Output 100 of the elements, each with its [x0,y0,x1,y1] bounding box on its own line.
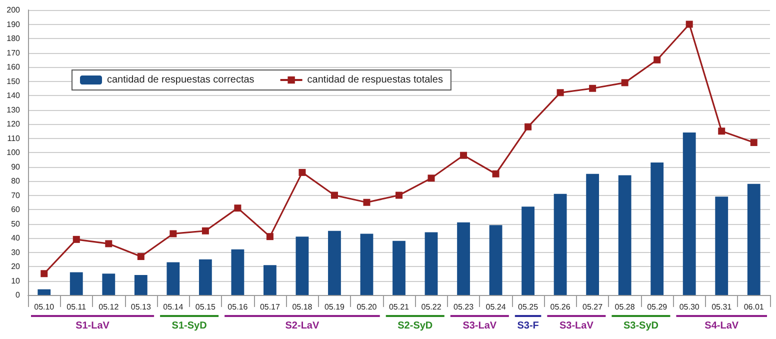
y-tick-label: 80 [11,176,21,186]
y-tick-label: 120 [6,120,21,128]
legend-label: cantidad de respuestas correctas [107,74,254,86]
x-tick-label: 05.16 [228,302,248,312]
x-tick-label: 05.29 [647,302,668,312]
point [266,233,274,240]
bar [457,222,470,295]
x-tick-label: 05.27 [582,302,604,312]
x-tick-label: 05.28 [614,302,636,312]
point [170,230,177,238]
bar [392,240,406,295]
point [750,139,758,146]
bar [296,236,309,295]
point [654,56,661,64]
x-tick-label: 05.30 [679,302,700,312]
bar [522,206,534,295]
point [40,270,48,278]
bar [231,249,244,295]
y-tick-label: 150 [6,76,21,86]
x-tick-label: 05.25 [518,302,539,312]
text: S1-SyD [172,320,207,332]
bar [198,259,212,295]
point [298,168,306,176]
point [202,227,209,234]
bar [715,196,728,295]
x-tick-label: 05.12 [98,302,120,312]
y-tick-label: 60 [11,205,21,214]
text: S3-F [517,320,539,332]
bar [489,225,502,295]
x-tick-label: 05.23 [454,302,474,312]
point [492,170,500,178]
y-tick-label: 20 [11,262,21,271]
y-tick-label: 40 [11,234,21,242]
point [330,192,338,199]
bar [360,234,374,295]
text: S3-LaV [559,320,594,332]
bar [554,194,567,295]
x-tick-label: 05.20 [356,302,378,312]
bar [424,232,438,295]
x-tick-label: 05.26 [550,302,571,312]
y-tick-label: 200 [6,6,21,14]
y-tick-label: 140 [6,91,21,100]
y-tick-label: 10 [11,276,21,286]
bar [264,265,276,295]
point [686,20,693,28]
text: S3-LaV [462,320,497,332]
point [72,236,80,243]
text: S3-SyD [623,320,658,332]
point [621,79,628,86]
x-tick-label: 05.13 [130,302,152,312]
bar [38,289,51,295]
y-tick-label: 0 [16,290,21,300]
y-tick-label: 100 [6,148,21,157]
bar [747,184,760,295]
y-tick-label: 130 [6,105,21,114]
x-tick-label: 05.15 [195,302,216,312]
legend-label: cantidad de respuestas totales [307,74,443,86]
x-tick-label: 05.10 [34,302,55,312]
point [556,89,564,96]
text: S2-SyD [398,320,433,332]
x-tick-label: 05.14 [163,302,184,312]
x-tick-label: 06.01 [744,302,764,312]
y-tick-label: 30 [11,248,21,257]
point [234,204,242,212]
point [363,198,370,206]
y-tick-label: 110 [7,134,21,143]
point [105,240,112,248]
text: S2-LaV [285,320,320,332]
x-tick-label: 05.18 [292,302,313,312]
point [589,84,596,92]
bar [650,162,664,295]
text: S1-LaV [76,320,110,332]
bar [618,175,632,295]
bar [134,275,148,295]
bar [70,272,83,295]
point [524,123,532,130]
point [460,152,468,159]
point [396,192,402,199]
x-tick-label: 05.31 [712,302,732,312]
point [428,174,435,182]
x-tick-label: 05.11 [66,302,87,312]
y-tick-label: 160 [6,62,21,72]
bar [166,262,180,295]
x-tick-label: 05.21 [388,302,410,312]
x-tick-label: 05.22 [421,302,442,312]
bar [102,274,116,295]
x-tick-label: 05.24 [486,302,506,312]
point [137,253,144,260]
y-tick-label: 70 [11,190,21,200]
y-tick-label: 50 [11,219,21,228]
bar [586,174,600,295]
y-tick-label: 170 [6,48,21,58]
text: S4-LaV [704,320,739,332]
bar [682,132,696,295]
y-tick-label: 90 [11,162,21,172]
bar [328,230,341,295]
point [718,128,726,135]
y-tick-label: 180 [6,34,21,43]
x-tick-label: 05.17 [260,302,281,312]
x-tick-label: 05.19 [324,302,346,312]
